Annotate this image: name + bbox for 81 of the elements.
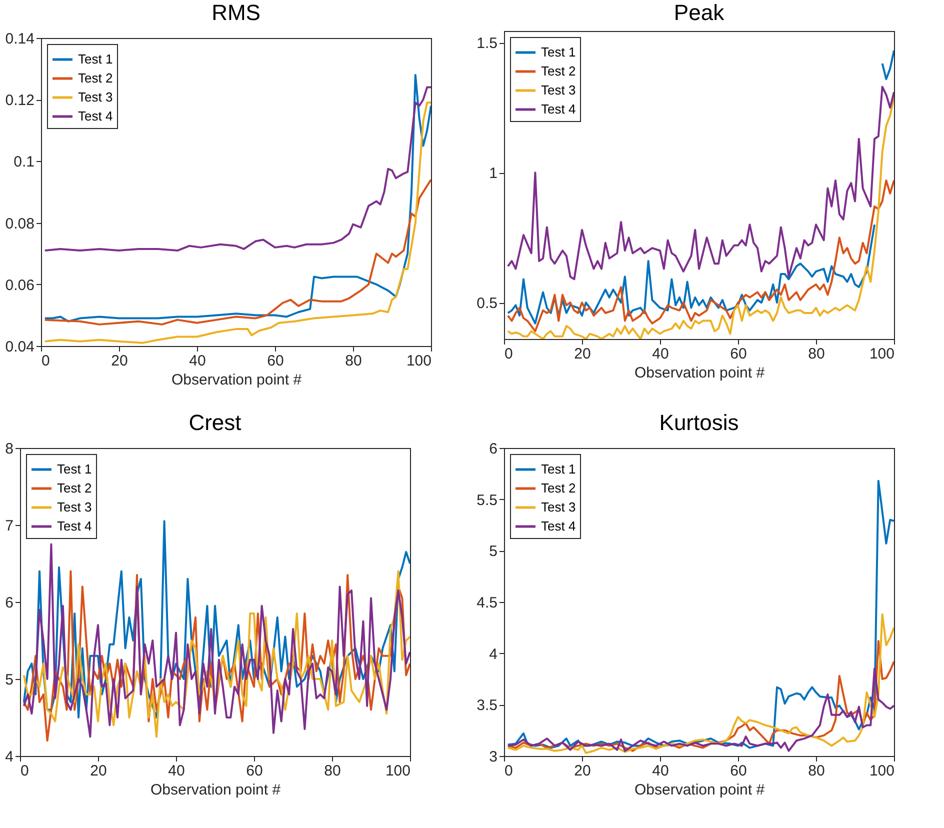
line-series [44, 102, 431, 344]
x-tick-label: 0 [20, 762, 29, 780]
x-tick-label: 0 [42, 352, 50, 370]
line-series [44, 74, 431, 322]
x-tick-label: 60 [246, 762, 263, 780]
legend-label: Test 2 [57, 480, 92, 496]
x-tick-label: 20 [90, 762, 107, 780]
y-tick-label: 1 [489, 165, 498, 182]
line-series [506, 668, 894, 752]
legend-label: Test 4 [78, 108, 113, 124]
y-tick-label: 5 [5, 672, 14, 688]
x-tick-label: 100 [869, 346, 894, 362]
y-tick-label: 0.5 [476, 295, 498, 312]
x-tick-label: 20 [574, 346, 591, 362]
y-tick-label: 3.5 [476, 697, 498, 714]
y-tick-label: 8 [5, 440, 14, 458]
line-series [506, 613, 894, 754]
y-tick-label: 4.5 [476, 594, 498, 612]
x-tick-label: 80 [324, 762, 341, 780]
line-series [506, 480, 894, 749]
legend-label: Test 3 [541, 500, 576, 514]
legend-label: Test 3 [541, 82, 576, 98]
legend-label: Test 2 [541, 64, 576, 78]
y-tick-label: 0.1 [14, 154, 34, 171]
x-tick-label: 40 [652, 762, 669, 780]
x-tick-label: 20 [574, 762, 591, 780]
line-series [22, 520, 410, 718]
legend-label: Test 1 [78, 52, 113, 66]
y-tick-label: 4 [489, 646, 498, 663]
line-series [506, 179, 894, 332]
y-tick-label: 0.12 [5, 92, 34, 110]
y-tick-label: 6 [489, 440, 498, 458]
legend-label: Test 2 [78, 70, 113, 86]
x-tick-label: 80 [808, 762, 825, 780]
legend-label: Test 1 [541, 462, 576, 476]
chart-title: RMS [212, 0, 260, 25]
x-tick-label: 100 [869, 762, 894, 780]
y-tick-label: 6 [5, 594, 14, 612]
y-tick-label: 7 [5, 518, 14, 534]
y-tick-label: 4 [5, 748, 14, 766]
chart-title: Kurtosis [659, 410, 739, 435]
legend-label: Test 1 [541, 44, 576, 60]
x-tick-label: 80 [808, 346, 825, 362]
chart-title: Crest [188, 410, 242, 435]
x-axis-title: Observation point # [171, 372, 302, 388]
y-tick-label: 5.5 [476, 492, 498, 509]
x-tick-label: 80 [345, 352, 362, 370]
x-tick-label: 60 [730, 762, 747, 780]
x-tick-label: 0 [504, 762, 513, 780]
legend-label: Test 1 [57, 462, 92, 476]
x-tick-label: 20 [111, 352, 128, 370]
x-tick-label: 60 [267, 352, 284, 370]
chart-title: Peak [674, 0, 726, 25]
legend-label: Test 3 [57, 500, 92, 514]
x-tick-label: 40 [189, 352, 206, 370]
x-tick-label: 40 [652, 346, 669, 362]
x-tick-label: 100 [385, 762, 410, 780]
y-tick-label: 3 [489, 748, 498, 766]
y-tick-label: 0.04 [5, 338, 34, 356]
x-axis-title: Observation point # [150, 782, 282, 798]
line-series [506, 96, 894, 339]
x-axis-title: Observation point # [634, 364, 766, 382]
legend-label: Test 4 [541, 102, 576, 116]
legend-label: Test 4 [541, 518, 576, 534]
x-axis-title: Observation point # [634, 782, 766, 798]
y-tick-label: 0.08 [5, 215, 34, 232]
y-tick-label: 0.14 [5, 30, 34, 48]
line-series [44, 86, 431, 252]
line-series [506, 640, 894, 752]
x-tick-label: 100 [406, 352, 432, 370]
legend-label: Test 3 [78, 90, 113, 104]
legend-label: Test 2 [541, 480, 576, 496]
y-tick-label: 1.5 [476, 35, 498, 52]
y-tick-label: 5 [489, 543, 498, 560]
line-series [44, 178, 431, 326]
line-series [506, 86, 894, 280]
x-tick-label: 40 [168, 762, 185, 780]
x-tick-label: 60 [730, 346, 747, 362]
y-tick-label: 0.06 [5, 276, 34, 294]
x-tick-label: 0 [504, 346, 513, 362]
legend-label: Test 4 [57, 518, 92, 534]
